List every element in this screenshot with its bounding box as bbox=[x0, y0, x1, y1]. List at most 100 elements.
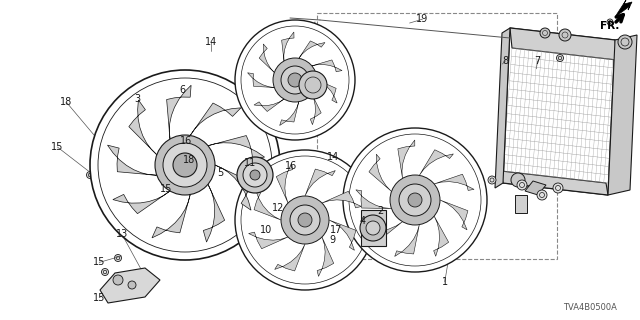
Text: 16: 16 bbox=[285, 161, 298, 172]
Text: 7: 7 bbox=[534, 56, 541, 66]
Circle shape bbox=[488, 176, 496, 184]
Polygon shape bbox=[259, 44, 275, 72]
Circle shape bbox=[298, 213, 312, 227]
Text: 15: 15 bbox=[160, 184, 173, 194]
Polygon shape bbox=[419, 150, 453, 175]
Polygon shape bbox=[282, 32, 294, 61]
Circle shape bbox=[128, 281, 136, 289]
Text: 10: 10 bbox=[259, 225, 272, 236]
Polygon shape bbox=[276, 164, 293, 203]
Circle shape bbox=[299, 71, 327, 99]
Circle shape bbox=[618, 35, 632, 49]
Polygon shape bbox=[100, 268, 160, 303]
Circle shape bbox=[250, 170, 260, 180]
Circle shape bbox=[451, 191, 459, 199]
Polygon shape bbox=[190, 103, 241, 135]
Polygon shape bbox=[166, 85, 191, 139]
Circle shape bbox=[557, 54, 563, 61]
Circle shape bbox=[511, 173, 525, 187]
Polygon shape bbox=[204, 184, 225, 242]
Polygon shape bbox=[310, 94, 321, 125]
Circle shape bbox=[155, 135, 215, 195]
Circle shape bbox=[288, 73, 302, 87]
Polygon shape bbox=[275, 244, 305, 271]
Polygon shape bbox=[312, 60, 342, 72]
Circle shape bbox=[540, 28, 550, 38]
Polygon shape bbox=[434, 174, 474, 190]
Polygon shape bbox=[280, 102, 299, 125]
Text: 12: 12 bbox=[272, 203, 285, 213]
Circle shape bbox=[281, 196, 329, 244]
Circle shape bbox=[243, 163, 267, 187]
Circle shape bbox=[303, 42, 311, 50]
Circle shape bbox=[86, 172, 93, 179]
Text: TVA4B0500A: TVA4B0500A bbox=[563, 303, 617, 313]
Circle shape bbox=[248, 225, 255, 231]
Circle shape bbox=[113, 275, 123, 285]
Text: 19: 19 bbox=[416, 14, 429, 24]
Circle shape bbox=[281, 66, 309, 94]
Text: 15: 15 bbox=[93, 292, 106, 303]
Polygon shape bbox=[363, 222, 403, 240]
Text: 18: 18 bbox=[60, 97, 73, 108]
Circle shape bbox=[173, 153, 197, 177]
Circle shape bbox=[607, 19, 613, 25]
Circle shape bbox=[559, 29, 571, 41]
Polygon shape bbox=[317, 237, 333, 276]
Polygon shape bbox=[113, 191, 170, 214]
Polygon shape bbox=[152, 195, 190, 238]
Polygon shape bbox=[608, 35, 637, 195]
Circle shape bbox=[517, 180, 527, 190]
Polygon shape bbox=[254, 99, 284, 111]
Circle shape bbox=[360, 215, 386, 241]
Text: 13: 13 bbox=[115, 228, 128, 239]
Polygon shape bbox=[108, 145, 157, 175]
Polygon shape bbox=[503, 28, 615, 195]
Text: 5: 5 bbox=[218, 168, 224, 178]
Polygon shape bbox=[440, 200, 468, 230]
Polygon shape bbox=[615, 0, 632, 17]
Circle shape bbox=[366, 221, 380, 235]
Circle shape bbox=[115, 254, 122, 261]
Polygon shape bbox=[369, 154, 392, 191]
Circle shape bbox=[237, 157, 273, 193]
Polygon shape bbox=[215, 165, 251, 210]
Circle shape bbox=[273, 186, 281, 194]
Polygon shape bbox=[525, 181, 546, 195]
Text: 11: 11 bbox=[243, 158, 256, 168]
Circle shape bbox=[390, 175, 440, 225]
Polygon shape bbox=[305, 169, 335, 196]
Circle shape bbox=[343, 128, 487, 272]
Circle shape bbox=[90, 70, 280, 260]
Text: 1: 1 bbox=[442, 276, 448, 287]
Circle shape bbox=[102, 145, 109, 151]
Bar bbox=[317, 13, 557, 259]
Polygon shape bbox=[329, 220, 356, 250]
Polygon shape bbox=[248, 232, 288, 249]
Polygon shape bbox=[248, 73, 275, 88]
Text: 14: 14 bbox=[326, 152, 339, 162]
Polygon shape bbox=[434, 216, 449, 256]
Text: FR.: FR. bbox=[600, 21, 620, 31]
Circle shape bbox=[408, 193, 422, 207]
Circle shape bbox=[235, 150, 375, 290]
Circle shape bbox=[235, 20, 355, 140]
Polygon shape bbox=[254, 190, 281, 220]
Text: 6: 6 bbox=[179, 84, 186, 95]
Text: 15: 15 bbox=[93, 257, 106, 268]
Polygon shape bbox=[510, 28, 617, 60]
Polygon shape bbox=[395, 225, 419, 256]
Text: 9: 9 bbox=[330, 235, 336, 245]
Bar bbox=[361, 210, 386, 246]
Circle shape bbox=[163, 143, 207, 187]
Polygon shape bbox=[317, 80, 337, 103]
Text: 8: 8 bbox=[502, 56, 509, 66]
Polygon shape bbox=[501, 171, 608, 195]
Circle shape bbox=[537, 190, 547, 200]
Circle shape bbox=[553, 183, 563, 193]
Circle shape bbox=[399, 184, 431, 216]
Bar bbox=[515, 195, 527, 213]
Text: 17: 17 bbox=[330, 225, 342, 236]
Text: 16: 16 bbox=[179, 136, 192, 146]
Circle shape bbox=[102, 268, 109, 276]
